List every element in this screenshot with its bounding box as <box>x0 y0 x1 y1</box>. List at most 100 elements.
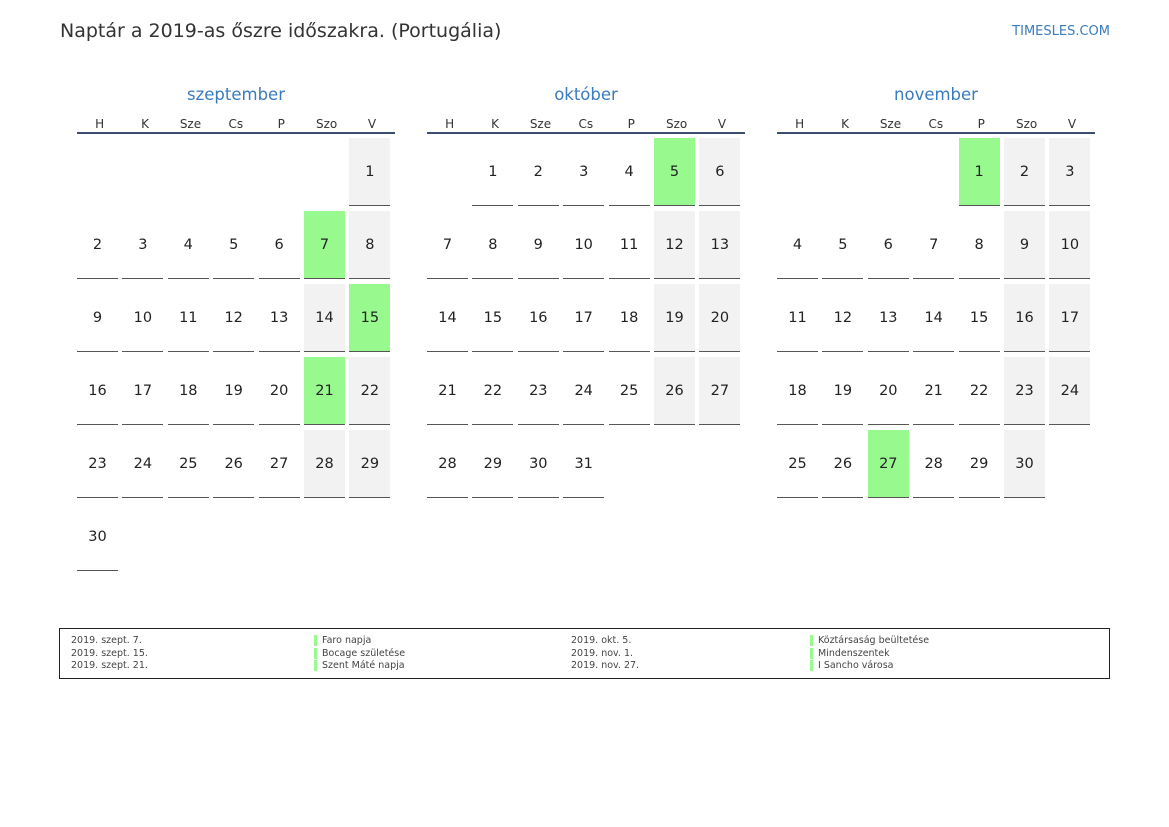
weekday-label: Cs <box>228 117 244 131</box>
brand-link[interactable]: TIMESLES.COM <box>1012 24 1110 39</box>
weekday-label: Cs <box>928 117 944 131</box>
day-cell: 10 <box>122 284 164 352</box>
day-cell: 5 <box>654 138 695 206</box>
day-cell: 17 <box>563 284 605 352</box>
day-cell: 7 <box>913 211 955 279</box>
day-cell: 10 <box>1049 211 1091 279</box>
day-cell: 16 <box>517 284 559 352</box>
day-cell: 4 <box>167 211 209 279</box>
day-cell: 26 <box>822 430 864 498</box>
day-cell: 18 <box>167 357 209 425</box>
day-cell: 4 <box>608 138 650 206</box>
day-cell: 6 <box>258 211 300 279</box>
day-cell: 27 <box>699 357 741 425</box>
day-cell: 6 <box>699 138 741 206</box>
month-2: november H K Sze Cs P Szo V 1 2 3 4 5 6 7 8 9 10 11 12 13 14 1… <box>777 84 1095 498</box>
day-cell: 28 <box>427 430 468 498</box>
weekday-header: H K Sze Cs P Szo V <box>77 108 395 134</box>
weekday-header: H K Sze Cs P Szo V <box>427 108 745 134</box>
day-cell: 3 <box>122 211 164 279</box>
day-cell: 4 <box>777 211 818 279</box>
legend-holiday-name: Köztársaság beültetése <box>810 635 929 646</box>
weekday-label: K <box>141 117 150 131</box>
day-cell: 1 <box>958 138 1000 206</box>
day-cell: 26 <box>213 430 255 498</box>
month-1: október H K Sze Cs P Szo V 1 2 3 4 5 6 7 8 9 10 11 12 13 14 15… <box>427 84 745 498</box>
day-cell: 10 <box>563 211 605 279</box>
day-cell: 22 <box>472 357 514 425</box>
day-cell: 8 <box>472 211 514 279</box>
day-cell: 12 <box>213 284 255 352</box>
legend-holiday-name: Szent Máté napja <box>314 660 405 671</box>
holiday-legend: 2019. szept. 7. Faro napja 2019. szept. 15… <box>59 628 1110 679</box>
day-cell: 2 <box>517 138 559 206</box>
day-cell: 21 <box>427 357 468 425</box>
day-cell: 30 <box>1004 430 1045 498</box>
weekday-label: H <box>95 117 105 131</box>
day-cell: 26 <box>654 357 695 425</box>
day-cell: 27 <box>867 430 909 498</box>
weekday-label: P <box>627 117 635 131</box>
day-cell: 29 <box>958 430 1000 498</box>
day-cell: 24 <box>563 357 605 425</box>
day-cell: 9 <box>517 211 559 279</box>
day-cell: 14 <box>427 284 468 352</box>
weekday-label: Szo <box>1016 117 1038 131</box>
month-name: szeptember <box>187 85 285 104</box>
weekday-label: Sze <box>879 117 902 131</box>
legend-holiday-name: Faro napja <box>314 635 371 646</box>
day-cell: 21 <box>913 357 955 425</box>
weekday-label: Sze <box>179 117 202 131</box>
day-cell: 13 <box>258 284 300 352</box>
page-title: Naptár a 2019-as őszre időszakra. (Portu… <box>60 20 502 42</box>
weekday-label: Szo <box>316 117 338 131</box>
day-cell: 24 <box>122 430 164 498</box>
day-cell: 11 <box>777 284 818 352</box>
day-cell: 23 <box>77 430 118 498</box>
day-cell: 14 <box>304 284 345 352</box>
day-cell: 28 <box>913 430 955 498</box>
day-cell: 25 <box>167 430 209 498</box>
day-cell: 14 <box>913 284 955 352</box>
day-cell: 2 <box>1004 138 1045 206</box>
day-cell: 9 <box>77 284 118 352</box>
day-cell: 16 <box>1004 284 1045 352</box>
day-cell: 31 <box>563 430 605 498</box>
weekday-label: Cs <box>578 117 594 131</box>
day-cell: 9 <box>1004 211 1045 279</box>
day-cell: 19 <box>822 357 864 425</box>
weekday-label: P <box>277 117 285 131</box>
day-cell: 12 <box>654 211 695 279</box>
day-cell: 23 <box>517 357 559 425</box>
day-cell: 1 <box>472 138 514 206</box>
day-cell: 1 <box>349 138 391 206</box>
legend-date: 2019. szept. 21. <box>71 660 148 671</box>
legend-holiday-name: Mindenszentek <box>810 647 890 659</box>
day-cell: 30 <box>77 503 118 571</box>
weekday-label: H <box>795 117 805 131</box>
day-cell: 28 <box>304 430 345 498</box>
day-cell: 2 <box>77 211 118 279</box>
weekday-header: H K Sze Cs P Szo V <box>777 108 1095 134</box>
day-cell: 15 <box>349 284 391 352</box>
day-cell: 11 <box>608 211 650 279</box>
weekday-label: Sze <box>529 117 552 131</box>
weekday-label: K <box>841 117 850 131</box>
day-cell: 5 <box>822 211 864 279</box>
day-cell: 21 <box>304 357 345 425</box>
day-cell: 20 <box>699 284 741 352</box>
weekday-label: P <box>977 117 985 131</box>
day-cell: 3 <box>563 138 605 206</box>
day-cell: 23 <box>1004 357 1045 425</box>
day-cell: 17 <box>122 357 164 425</box>
day-cell: 11 <box>167 284 209 352</box>
day-cell: 13 <box>699 211 741 279</box>
legend-holiday-name: Bocage születése <box>314 647 405 659</box>
legend-date: 2019. nov. 1. <box>571 647 634 659</box>
legend-date: 2019. szept. 7. <box>71 635 142 646</box>
day-cell: 7 <box>304 211 345 279</box>
weekday-label: H <box>445 117 455 131</box>
day-cell: 18 <box>608 284 650 352</box>
day-cell: 7 <box>427 211 468 279</box>
legend-date: 2019. okt. 5. <box>571 635 632 646</box>
